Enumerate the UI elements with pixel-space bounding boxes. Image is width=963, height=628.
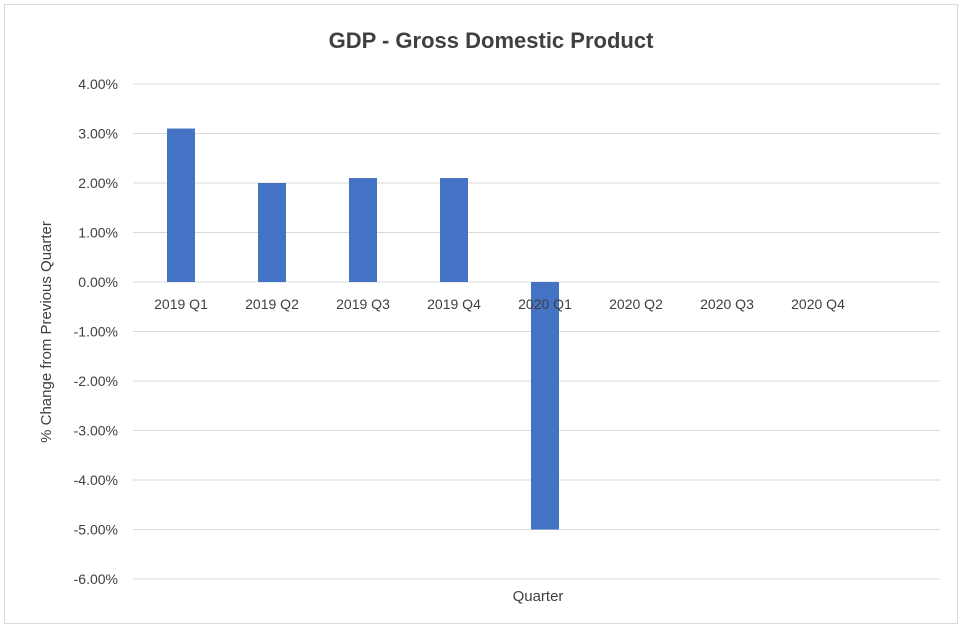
x-tick-label: 2019 Q1 [154, 296, 208, 312]
y-tick-label: -5.00% [74, 522, 118, 538]
bars [167, 128, 559, 530]
y-tick-label: 4.00% [78, 76, 118, 92]
y-tick-label: 2.00% [78, 175, 118, 191]
x-axis-tick-labels: 2019 Q1 2019 Q2 2019 Q3 2019 Q4 2020 Q1 2020 … [154, 296, 845, 312]
x-tick-label: 2019 Q4 [427, 296, 481, 312]
y-tick-label: -6.00% [74, 571, 118, 587]
chart-frame [4, 4, 958, 624]
x-tick-label: 2020 Q3 [700, 296, 754, 312]
y-tick-label: 1.00% [78, 225, 118, 241]
y-tick-label: -2.00% [74, 373, 118, 389]
x-tick-label: 2020 Q4 [791, 296, 845, 312]
y-tick-label: -1.00% [74, 324, 118, 340]
y-tick-label: 3.00% [78, 126, 118, 142]
bar [440, 178, 468, 282]
bar [349, 178, 377, 282]
y-axis-title: % Change from Previous Quarter [38, 221, 55, 443]
y-axis-tick-labels: 4.00% 3.00% 2.00% 1.00% 0.00% -1.00% -2.00% -3.… [74, 76, 118, 587]
y-tick-label: -4.00% [74, 472, 118, 488]
x-tick-label: 2019 Q2 [245, 296, 299, 312]
bar [167, 128, 195, 282]
chart-title: GDP - Gross Domestic Product [329, 28, 654, 53]
y-tick-label: 0.00% [78, 274, 118, 290]
bar [531, 282, 559, 530]
x-axis-title: Quarter [513, 588, 564, 605]
x-tick-label: 2019 Q3 [336, 296, 390, 312]
x-tick-label: 2020 Q1 [518, 296, 572, 312]
x-tick-label: 2020 Q2 [609, 296, 663, 312]
y-tick-label: -3.00% [74, 423, 118, 439]
bar [258, 183, 286, 282]
